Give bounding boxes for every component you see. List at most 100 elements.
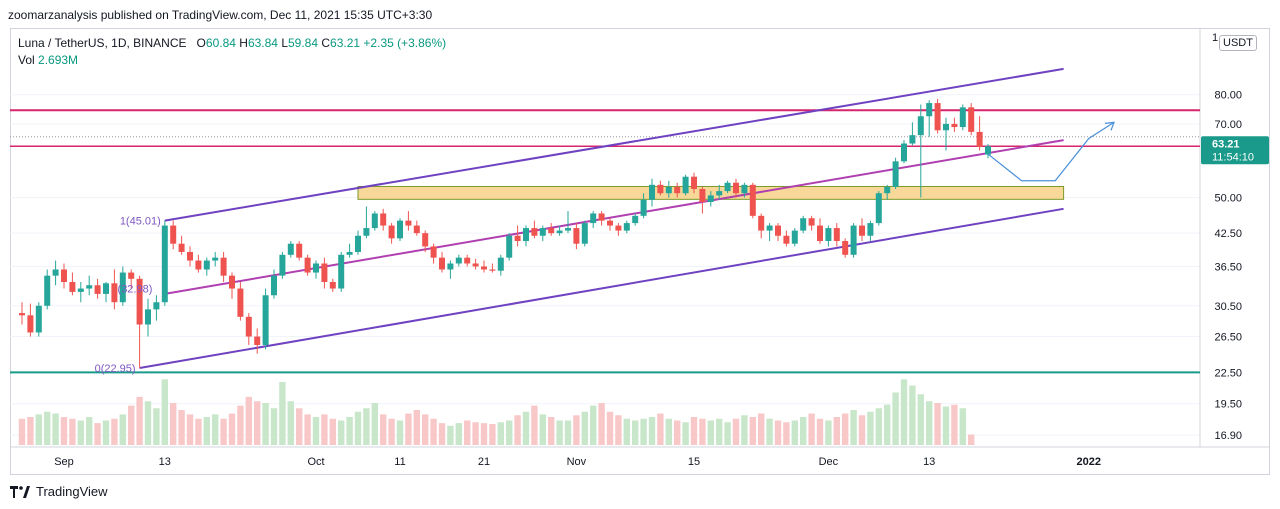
- candle: [254, 328, 261, 354]
- candle-body: [514, 235, 521, 242]
- candle-body: [607, 220, 613, 226]
- candle: [623, 220, 630, 234]
- candle-body: [875, 193, 882, 224]
- volume-bar: [867, 411, 874, 445]
- open-label: O: [196, 36, 206, 50]
- currency-unit-button[interactable]: USDT: [1219, 35, 1257, 51]
- tradingview-logo-icon: [10, 485, 30, 498]
- candle-body: [724, 182, 731, 192]
- candle: [86, 275, 93, 296]
- candle: [371, 211, 378, 231]
- candle: [430, 243, 437, 264]
- candle-body: [758, 215, 765, 231]
- candle-body: [926, 103, 933, 117]
- high-value: 63.84: [247, 36, 278, 50]
- candle-body: [103, 283, 109, 294]
- candle: [296, 241, 303, 261]
- low-label: L: [281, 36, 288, 50]
- volume-bar: [522, 411, 530, 445]
- candle-body: [985, 146, 991, 155]
- candle-body: [850, 225, 857, 255]
- candle: [539, 225, 546, 242]
- volume-bar: [808, 413, 815, 445]
- candle: [775, 223, 781, 242]
- candle-body: [951, 123, 958, 128]
- price-tick-label: 19.50: [1214, 399, 1242, 411]
- projection-path: [987, 121, 1115, 182]
- candle-body: [111, 283, 118, 303]
- candle-body: [329, 281, 336, 289]
- candle: [934, 98, 941, 134]
- candle-body: [195, 260, 202, 270]
- volume-bar: [556, 420, 563, 445]
- volume-bar: [749, 417, 756, 445]
- candle-body: [229, 275, 235, 289]
- volume-bar: [279, 382, 286, 445]
- volume-bar: [312, 417, 320, 445]
- candle-body: [539, 228, 546, 236]
- volume-bar: [178, 410, 185, 445]
- candle-body: [598, 213, 605, 221]
- volume-bar: [144, 401, 152, 445]
- candle: [229, 272, 235, 299]
- volume-label: Vol: [18, 53, 35, 67]
- volume-bar: [774, 420, 782, 445]
- candle: [943, 117, 949, 151]
- candle-body: [69, 281, 76, 292]
- candle: [178, 235, 185, 255]
- volume-bar: [506, 420, 513, 445]
- candle: [825, 225, 832, 247]
- candle: [976, 116, 983, 151]
- candle-body: [909, 135, 916, 144]
- high-label: H: [239, 36, 248, 50]
- candle-body: [867, 223, 874, 236]
- volume-bar: [186, 414, 194, 445]
- candle-body: [447, 263, 454, 270]
- volume-bar: [623, 418, 630, 445]
- candle: [363, 206, 370, 239]
- volume-bar: [430, 418, 437, 445]
- candle-body: [380, 213, 387, 226]
- candle-body: [203, 260, 210, 270]
- volume-bar: [94, 423, 101, 445]
- price-axis-top-label: 1: [1212, 32, 1218, 44]
- volume-bar: [119, 414, 126, 445]
- fib-label: (32.98): [118, 284, 153, 296]
- candle: [985, 144, 991, 159]
- fib-label: 0(22.95): [95, 363, 136, 375]
- candle-body: [968, 107, 975, 132]
- candle: [35, 302, 42, 337]
- symbol-title[interactable]: Luna / TetherUS, 1D, BINANCE: [18, 36, 187, 50]
- chart-area[interactable]: [10, 28, 1270, 475]
- candle: [733, 178, 739, 198]
- low-value: 59.84: [288, 36, 319, 50]
- candle: [220, 251, 227, 282]
- candle-body: [279, 254, 286, 276]
- candle: [161, 220, 168, 306]
- candle-body: [262, 295, 269, 345]
- candle: [859, 218, 865, 242]
- time-tick-label: 11: [394, 456, 405, 468]
- volume-bar: [968, 434, 975, 445]
- candle: [346, 243, 353, 258]
- volume-bar: [228, 413, 236, 445]
- volume-bar: [363, 408, 370, 445]
- volume-bar: [783, 422, 790, 445]
- candle-body: [917, 116, 924, 136]
- chart-legend: Luna / TetherUS, 1D, BINANCE O60.84 H63.…: [18, 35, 446, 69]
- candle: [77, 281, 84, 303]
- candle: [481, 260, 487, 273]
- candle: [691, 172, 697, 194]
- footer-brand: TradingView: [36, 484, 108, 499]
- candle: [279, 251, 286, 279]
- candle-body: [304, 257, 311, 273]
- volume-bar: [665, 418, 672, 445]
- volume-bar: [564, 420, 572, 445]
- publish-header: zoomarzanalysis published on TradingView…: [8, 8, 433, 22]
- candle: [833, 223, 840, 247]
- candle-body: [649, 184, 655, 200]
- candle-body: [464, 257, 471, 264]
- candle: [271, 269, 277, 299]
- candle-body: [657, 184, 664, 194]
